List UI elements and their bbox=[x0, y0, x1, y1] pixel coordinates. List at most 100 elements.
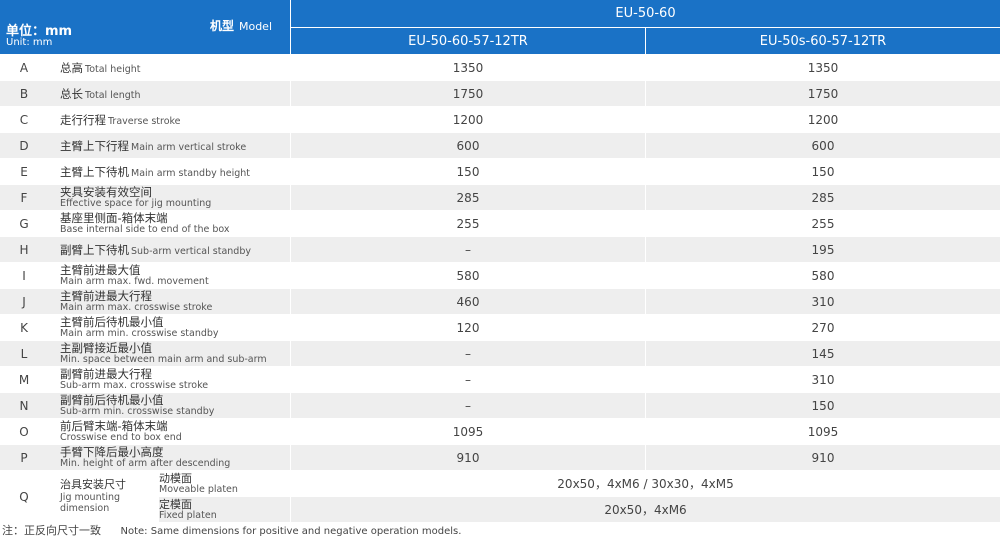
row-description: 主臂前进最大值 Main arm max. fwd. movement bbox=[48, 263, 290, 289]
moveable-platen-value: 20x50，4xM6 / 30x30，4xM5 bbox=[290, 471, 1000, 497]
description-en: Total length bbox=[85, 89, 141, 101]
series-header: EU-50-60 bbox=[290, 0, 1000, 28]
description-wrap: 主臂前进最大行程 Main arm max. crosswise stroke bbox=[60, 289, 290, 313]
row-description: 总高 Total height bbox=[48, 55, 290, 81]
description-wrap: 走行行程 Traverse stroke bbox=[60, 112, 290, 128]
value-model-2: 1200 bbox=[645, 107, 1000, 133]
row-description: 手臂下降后最小高度 Min. height of arm after descen… bbox=[48, 445, 290, 471]
footnote-en: Note: Same dimensions for positive and n… bbox=[120, 526, 462, 537]
row-code: M bbox=[0, 367, 48, 393]
value-model-2: 1095 bbox=[645, 419, 1000, 445]
row-code: J bbox=[0, 289, 48, 315]
moveable-label-cn: 动模面 bbox=[159, 471, 192, 485]
moveable-platen-label: 动模面 Moveable platen bbox=[159, 471, 290, 497]
table-row: L 主副臂接近最小值 Min. space between main arm and… bbox=[0, 341, 1000, 367]
row-code: D bbox=[0, 133, 48, 159]
value-model-1: 1350 bbox=[290, 55, 645, 81]
description-cn: 副臂前进最大行程 bbox=[60, 367, 152, 381]
row-code: O bbox=[0, 419, 48, 445]
row-code: G bbox=[0, 211, 48, 237]
row-code: E bbox=[0, 159, 48, 185]
description-en: Sub-arm vertical standby bbox=[131, 245, 251, 257]
description-wrap: 主臂上下待机 Main arm standby height bbox=[60, 164, 290, 180]
value-model-2: 1350 bbox=[645, 55, 1000, 81]
fixed-label-en: Fixed platen bbox=[159, 509, 217, 521]
value-model-1: – bbox=[290, 341, 645, 367]
description-en: Min. space between main arm and sub-arm bbox=[60, 353, 267, 365]
description-cn: 主臂上下行程 bbox=[60, 138, 129, 153]
row-description: 主臂前进最大行程 Main arm max. crosswise stroke bbox=[48, 289, 290, 315]
fixed-platen-value: 20x50，4xM6 bbox=[290, 497, 1000, 523]
row-code: C bbox=[0, 107, 48, 133]
value-model-2: 145 bbox=[645, 341, 1000, 367]
description-wrap: 副臂前后待机最小值 Sub-arm min. crosswise standby bbox=[60, 393, 290, 417]
description-cn: 主臂前进最大值 bbox=[60, 263, 141, 277]
description-en: Sub-arm min. crosswise standby bbox=[60, 405, 215, 417]
description-cn: 主臂前进最大行程 bbox=[60, 289, 152, 303]
value-model-1: 120 bbox=[290, 315, 645, 341]
row-code: A bbox=[0, 55, 48, 81]
description-cn: 走行行程 bbox=[60, 112, 106, 127]
description-en: Crosswise end to box end bbox=[60, 431, 182, 443]
row-code: K bbox=[0, 315, 48, 341]
row-description: 夹具安装有效空间 Effective space for jig mounting bbox=[48, 185, 290, 211]
row-description: 主臂上下待机 Main arm standby height bbox=[48, 159, 290, 185]
description-wrap: 前后臂末端-箱体末端 Crosswise end to box end bbox=[60, 419, 290, 443]
row-description: 主臂上下行程 Main arm vertical stroke bbox=[48, 133, 290, 159]
row-code: P bbox=[0, 445, 48, 471]
table-row: B 总长 Total length 1750 1750 bbox=[0, 81, 1000, 107]
row-description: 基座里侧面-箱体末端 Base internal side to end of t… bbox=[48, 211, 290, 237]
value-model-2: 310 bbox=[645, 289, 1000, 315]
description-en: Main arm min. crosswise standby bbox=[60, 327, 219, 339]
value-model-2: 270 bbox=[645, 315, 1000, 341]
fixed-platen-label: 定模面 Fixed platen bbox=[159, 497, 290, 523]
row-code: N bbox=[0, 393, 48, 419]
value-model-1: 255 bbox=[290, 211, 645, 237]
row-description: 主臂前后待机最小值 Main arm min. crosswise standby bbox=[48, 315, 290, 341]
value-model-2: 255 bbox=[645, 211, 1000, 237]
value-model-2: 310 bbox=[645, 367, 1000, 393]
row-code: B bbox=[0, 81, 48, 107]
description-cn: 前后臂末端-箱体末端 bbox=[60, 419, 168, 433]
description-cn: 副臂前后待机最小值 bbox=[60, 393, 164, 407]
description-wrap: 主臂上下行程 Main arm vertical stroke bbox=[60, 138, 290, 154]
table-row: P 手臂下降后最小高度 Min. height of arm after desce… bbox=[0, 445, 1000, 471]
jig-label-cn: 治具安装尺寸 bbox=[60, 478, 126, 491]
table-row: C 走行行程 Traverse stroke 1200 1200 bbox=[0, 107, 1000, 133]
header-corner: 单位：mm Unit: mm 机型 Model bbox=[0, 0, 290, 55]
specification-table: 单位：mm Unit: mm 机型 Model EU-50-60 EU-50-60… bbox=[0, 0, 1000, 523]
value-model-1: 1095 bbox=[290, 419, 645, 445]
description-wrap: 主副臂接近最小值 Min. space between main arm and … bbox=[60, 341, 290, 365]
description-en: Min. height of arm after descending bbox=[60, 457, 231, 469]
row-description: 总长 Total length bbox=[48, 81, 290, 107]
description-en: Effective space for jig mounting bbox=[60, 197, 212, 209]
description-cn: 夹具安装有效空间 bbox=[60, 185, 152, 199]
row-code: Q bbox=[0, 471, 48, 523]
row-code: L bbox=[0, 341, 48, 367]
value-model-2: 285 bbox=[645, 185, 1000, 211]
jig-label-en: Jig mounting dimension bbox=[60, 492, 121, 514]
description-cn: 主臂上下待机 bbox=[60, 164, 129, 179]
description-wrap: 基座里侧面-箱体末端 Base internal side to end of t… bbox=[60, 212, 290, 235]
table-row: N 副臂前后待机最小值 Sub-arm min. crosswise standby… bbox=[0, 393, 1000, 419]
value-model-1: 910 bbox=[290, 445, 645, 471]
table-row: I 主臂前进最大值 Main arm max. fwd. movement 580 58… bbox=[0, 263, 1000, 289]
description-cn: 主副臂接近最小值 bbox=[60, 341, 152, 355]
value-model-2: 580 bbox=[645, 263, 1000, 289]
table-body: A 总高 Total height 1350 1350 B 总长 Total length 17… bbox=[0, 55, 1000, 523]
value-model-2: 195 bbox=[645, 237, 1000, 263]
description-wrap: 总长 Total length bbox=[60, 86, 290, 102]
description-cn: 副臂上下待机 bbox=[60, 242, 129, 257]
table-row: G 基座里侧面-箱体末端 Base internal side to end of … bbox=[0, 211, 1000, 237]
table-row-q-fixed: 定模面 Fixed platen 20x50，4xM6 bbox=[0, 497, 1000, 523]
description-en: Sub-arm max. crosswise stroke bbox=[60, 379, 209, 391]
row-code: I bbox=[0, 263, 48, 289]
description-cn: 总高 bbox=[60, 60, 83, 75]
description-wrap: 总高 Total height bbox=[60, 60, 290, 76]
table-row: F 夹具安装有效空间 Effective space for jig mountin… bbox=[0, 185, 1000, 211]
unit-label-en: Unit: mm bbox=[6, 37, 53, 48]
model-header-1: EU-50-60-57-12TR bbox=[290, 28, 645, 55]
description-cn: 主臂前后待机最小值 bbox=[60, 315, 164, 329]
value-model-2: 910 bbox=[645, 445, 1000, 471]
